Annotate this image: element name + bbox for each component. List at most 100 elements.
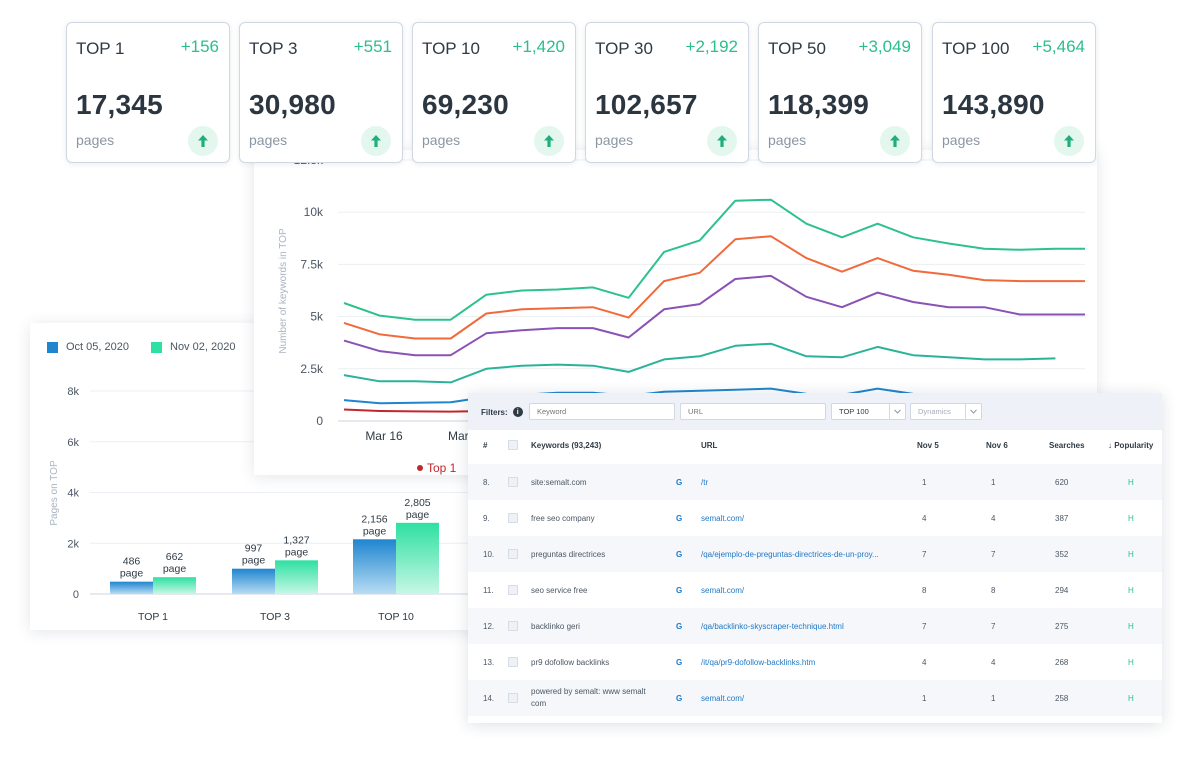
- line-x-tick-label: Mar: [448, 429, 469, 443]
- row-nov6: 4: [991, 658, 996, 667]
- row-keyword: free seo company: [531, 514, 595, 523]
- arrow-up-icon[interactable]: [534, 126, 564, 156]
- keyword-filter-input[interactable]: [529, 403, 675, 420]
- row-keyword-line1: powered by semalt: www semalt: [531, 687, 646, 696]
- card-delta: +5,464: [1032, 37, 1085, 56]
- bar-top-10-s1: [396, 522, 439, 594]
- card-unit: pages: [76, 132, 115, 148]
- card-delta: +2,192: [685, 37, 738, 56]
- card-top-30[interactable]: TOP 30 +2,192 102,657 pages: [585, 22, 749, 163]
- arrow-up-icon[interactable]: [707, 126, 737, 156]
- top-select[interactable]: TOP 100: [831, 403, 906, 420]
- row-url[interactable]: /tr: [701, 478, 709, 487]
- bar-unit-label: page: [242, 555, 266, 567]
- arrow-up-icon[interactable]: [188, 126, 218, 156]
- card-top-1[interactable]: TOP 1 +156 17,345 pages: [66, 22, 230, 163]
- table-row[interactable]: 11. seo service free G semalt.com/ 8 8 2…: [468, 572, 1162, 608]
- card-top-3[interactable]: TOP 3 +551 30,980 pages: [239, 22, 403, 163]
- row-url[interactable]: semalt.com/: [701, 694, 745, 703]
- info-icon[interactable]: i: [512, 407, 523, 417]
- col-nov5[interactable]: Nov 5: [917, 441, 939, 450]
- line-y-tick-label: 0: [316, 414, 323, 428]
- bar-y-tick-label: 0: [73, 589, 79, 601]
- bar-unit-label: page: [120, 568, 144, 580]
- line-y-axis-label: Number of keywords in TOP: [278, 228, 289, 354]
- row-checkbox[interactable]: [508, 477, 518, 487]
- filters-text: Filters:: [481, 407, 508, 417]
- row-nov5: 1: [922, 694, 927, 703]
- bar-value-label: 486: [123, 556, 141, 568]
- row-searches: 387: [1055, 514, 1069, 523]
- row-num: 10.: [483, 550, 495, 559]
- card-top-50[interactable]: TOP 50 +3,049 118,399 pages: [758, 22, 922, 163]
- bar-category-label: TOP 10: [378, 611, 414, 623]
- bar-value-label: 1,327: [283, 534, 309, 546]
- google-icon[interactable]: G: [676, 514, 683, 523]
- bar-y-tick-label: 2k: [67, 538, 79, 550]
- row-url[interactable]: /qa/backlinko-skyscraper-technique.html: [701, 622, 844, 631]
- url-filter-input[interactable]: [680, 403, 826, 420]
- google-icon[interactable]: G: [676, 694, 683, 703]
- row-checkbox[interactable]: [508, 657, 518, 667]
- table-row[interactable]: 12. backlinko geri G /qa/backlinko-skysc…: [468, 608, 1162, 644]
- col-nov6[interactable]: Nov 6: [986, 441, 1008, 450]
- google-icon[interactable]: G: [676, 586, 683, 595]
- row-checkbox[interactable]: [508, 693, 518, 703]
- col-keywords[interactable]: Keywords (93,243): [531, 441, 602, 450]
- card-unit: pages: [422, 132, 461, 148]
- google-icon[interactable]: G: [676, 478, 683, 487]
- row-nov6: 4: [991, 514, 996, 523]
- google-icon[interactable]: G: [676, 550, 683, 559]
- row-url[interactable]: semalt.com/: [701, 514, 745, 523]
- line-y-tick-label: 7.5k: [300, 257, 324, 271]
- row-url[interactable]: /qa/ejemplo-de-preguntas-directrices-de-…: [701, 550, 879, 559]
- table-row[interactable]: 13. pr9 dofollow backlinks G /it/qa/pr9-…: [468, 644, 1162, 680]
- row-popularity: H: [1128, 478, 1134, 487]
- bar-unit-label: page: [163, 563, 187, 575]
- card-value: 143,890: [942, 89, 1045, 120]
- legend-entry-nov[interactable]: Nov 02, 2020: [151, 341, 235, 353]
- card-label: TOP 10: [422, 39, 480, 58]
- dynamics-select[interactable]: Dynamics: [910, 403, 982, 420]
- card-label: TOP 100: [942, 39, 1010, 58]
- arrow-up-icon[interactable]: [1054, 126, 1084, 156]
- row-nov6: 1: [991, 694, 996, 703]
- card-label: TOP 3: [249, 39, 298, 58]
- line-legend-label: Top 1: [427, 461, 457, 475]
- table-row[interactable]: 14. powered by semalt: www semalt com G …: [468, 680, 1162, 716]
- keywords-table-panel: Filters: i TOP 100 Dynamics # Keywords (…: [468, 393, 1162, 723]
- table-row[interactable]: 9. free seo company G semalt.com/ 4 4 38…: [468, 500, 1162, 536]
- card-label: TOP 1: [76, 39, 125, 58]
- table-row[interactable]: 8. site:semalt.com G /tr 1 1 620 H: [468, 464, 1162, 500]
- row-checkbox[interactable]: [508, 621, 518, 631]
- col-searches[interactable]: Searches: [1049, 441, 1085, 450]
- select-all-checkbox[interactable]: [508, 440, 518, 450]
- legend-entry-oct[interactable]: Oct 05, 2020: [47, 341, 129, 353]
- arrow-up-icon[interactable]: [361, 126, 391, 156]
- arrow-up-icon[interactable]: [880, 126, 910, 156]
- row-url[interactable]: semalt.com/: [701, 586, 745, 595]
- row-checkbox[interactable]: [508, 513, 518, 523]
- card-top-10[interactable]: TOP 10 +1,420 69,230 pages: [412, 22, 576, 163]
- row-num: 11.: [483, 586, 494, 595]
- bar-value-label: 2,156: [361, 513, 387, 525]
- row-url[interactable]: /it/qa/pr9-dofollow-backlinks.htm: [701, 658, 816, 667]
- card-unit: pages: [768, 132, 807, 148]
- row-checkbox[interactable]: [508, 585, 518, 595]
- legend-label-nov: Nov 02, 2020: [170, 341, 236, 353]
- col-num: #: [483, 441, 488, 450]
- google-icon[interactable]: G: [676, 658, 683, 667]
- bar-value-label: 662: [166, 551, 184, 563]
- google-icon[interactable]: G: [676, 622, 683, 631]
- line-series-2: [343, 342, 1056, 384]
- col-popularity[interactable]: ↓ Popularity: [1108, 441, 1154, 450]
- card-top-100[interactable]: TOP 100 +5,464 143,890 pages: [932, 22, 1096, 163]
- chevron-down-icon: [965, 404, 981, 419]
- row-checkbox[interactable]: [508, 549, 518, 559]
- row-num: 12.: [483, 622, 495, 631]
- chevron-down-icon: [889, 404, 905, 419]
- table-row[interactable]: 10. preguntas directrices G /qa/ejemplo-…: [468, 536, 1162, 572]
- col-url[interactable]: URL: [701, 441, 718, 450]
- bar-unit-label: page: [406, 509, 430, 521]
